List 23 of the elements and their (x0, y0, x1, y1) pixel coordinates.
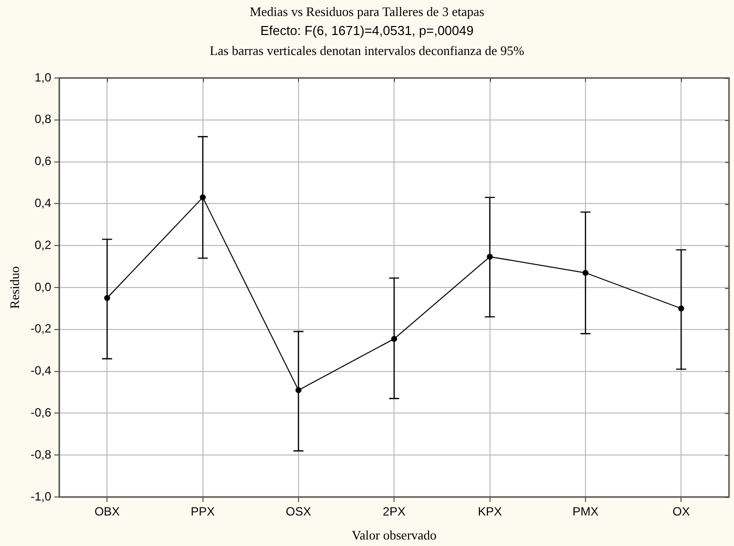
y-tick-label: 0,4 (34, 196, 52, 210)
x-tick-label: PMX (572, 504, 598, 519)
y-tick-label: -0,2 (30, 322, 52, 336)
y-tick-label: 0,6 (34, 154, 52, 168)
y-tick-label: -0,8 (30, 447, 52, 462)
y-tick-label: -1,0 (30, 489, 52, 504)
y-tick-label: 0,2 (34, 238, 52, 252)
y-axis-title: Residuo (7, 266, 22, 309)
x-tick-label: KPX (478, 504, 502, 519)
chart-subtitle: Efecto: F(6, 1671)=4,0531, p=,00049 (259, 23, 475, 38)
chart-title: Medias vs Residuos para Talleres de 3 etapas (248, 4, 486, 20)
y-tick-label: 0,8 (34, 112, 52, 126)
y-tick-label: -0,6 (30, 406, 52, 420)
x-tick-label: OSX (286, 504, 312, 519)
y-tick-label: 0,0 (34, 280, 52, 294)
x-tick-label: OX (672, 504, 690, 519)
x-axis-title: Valor observado (352, 528, 437, 543)
x-tick-label: OBX (94, 504, 120, 519)
y-tick-label: 1,0 (34, 70, 52, 84)
y-tick-label: -0,4 (30, 364, 52, 378)
x-tick-label: 2PX (382, 504, 406, 519)
x-tick-label: PPX (190, 504, 215, 519)
text: Las barras verticales denotan intervalos deconfianza de 95% (208, 43, 526, 59)
